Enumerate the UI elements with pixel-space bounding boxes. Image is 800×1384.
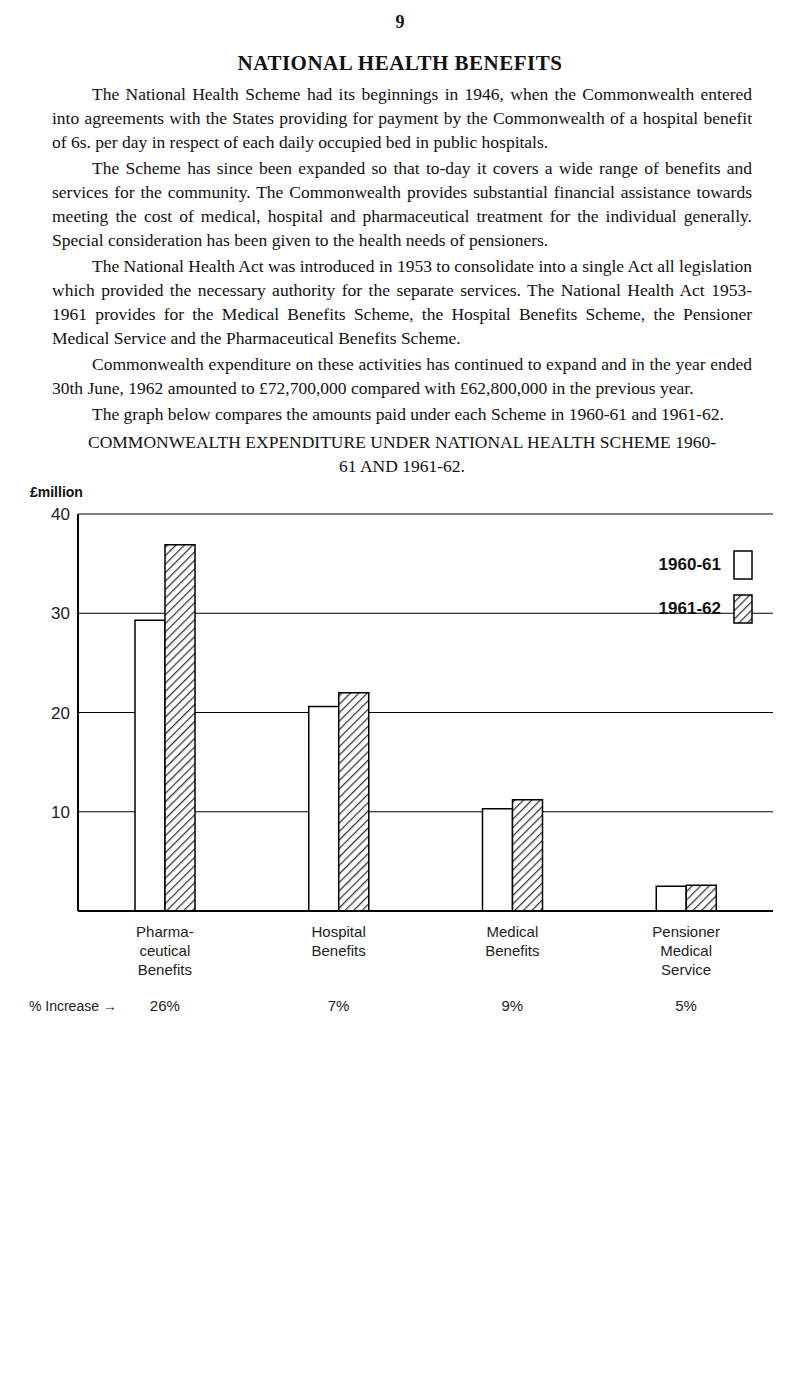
svg-text:20: 20 — [51, 704, 70, 723]
svg-text:7%: 7% — [328, 997, 350, 1014]
html-text:Commonwealth expenditure on th: Commonwealth expenditure on these activi… — [52, 354, 752, 398]
svg-text:Service: Service — [661, 961, 711, 978]
html-text:The National Health Scheme had: The National Health Scheme had its begin… — [52, 84, 752, 152]
svg-text:Medical: Medical — [487, 923, 539, 940]
html-text:9: 9 — [395, 12, 405, 32]
svg-text:Hospital: Hospital — [312, 923, 366, 940]
svg-text:Benefits: Benefits — [312, 942, 366, 959]
html-text:The graph below compares the a: The graph below compares the amounts pai… — [92, 404, 724, 424]
html-text:COMMONWEALTH EXPENDITURE UNDER: COMMONWEALTH EXPENDITURE UNDER NATIONAL … — [88, 432, 716, 476]
svg-text:26%: 26% — [150, 997, 180, 1014]
svg-text:ceutical: ceutical — [139, 942, 190, 959]
svg-text:Benefits: Benefits — [485, 942, 539, 959]
svg-text:Pharma-: Pharma- — [136, 923, 194, 940]
html-text:£million: £million — [30, 484, 83, 500]
html-text:1961-62: 1961-62 — [658, 599, 721, 618]
svg-text:9%: 9% — [502, 997, 524, 1014]
html-text:The Scheme has since been expa: The Scheme has since been expanded so th… — [52, 158, 752, 250]
svg-text:30: 30 — [51, 604, 70, 623]
html-text:1960-61: 1960-61 — [658, 555, 721, 574]
svg-text:% Increase →: % Increase → — [29, 998, 117, 1014]
svg-text:10: 10 — [51, 803, 70, 822]
html-text:The National Health Act was in: The National Health Act was introduced i… — [52, 256, 752, 348]
svg-text:Medical: Medical — [660, 942, 712, 959]
svg-text:5%: 5% — [675, 997, 697, 1014]
html-text:NATIONAL HEALTH BENEFITS: NATIONAL HEALTH BENEFITS — [237, 51, 563, 75]
svg-text:Benefits: Benefits — [138, 961, 192, 978]
svg-text:40: 40 — [51, 505, 70, 524]
svg-text:Pensioner: Pensioner — [652, 923, 720, 940]
